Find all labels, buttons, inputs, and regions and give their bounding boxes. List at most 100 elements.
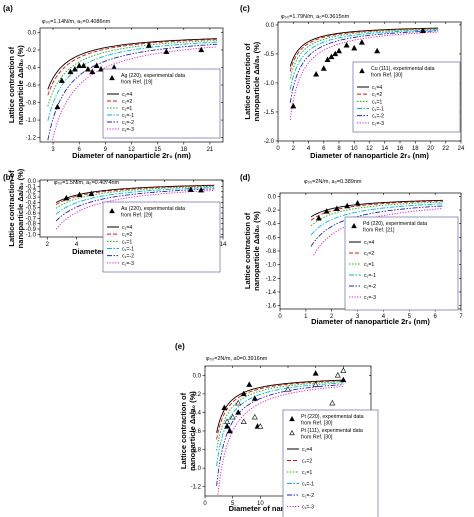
legend-box (102, 68, 221, 139)
x-tick-label: 12 (366, 146, 373, 152)
y-tick-label: -0.6 (191, 429, 202, 435)
legend-marker (289, 415, 295, 422)
series-line-3 (47, 41, 217, 121)
y-axis-label-line: Lattice contraction of (243, 43, 252, 120)
y-axis-label: Lattice contraction ofnanoparticle Δa/a₀… (243, 211, 261, 291)
x-tick-label: 6 (78, 147, 82, 153)
y-tick-label: -1.6 (266, 304, 277, 310)
y-axis-label-line: nanoparticle Δa/a₀ (%) (252, 211, 261, 291)
x-tick-label: 9 (104, 147, 108, 153)
y-tick-label: 0.0 (266, 23, 275, 29)
data-point-open (334, 372, 341, 378)
x-tick-label: 5 (231, 501, 235, 507)
y-axis-label-line: nanoparticle Δa/a₀ (%) (252, 41, 261, 121)
series-line-4 (216, 384, 344, 486)
legend-series-name: c₁=4 (122, 225, 132, 231)
y-tick-label: -1.2 (266, 276, 277, 282)
x-tick-label: 4 (75, 242, 79, 248)
data-point-filled (315, 215, 322, 221)
y-tick-label: -1.0 (266, 263, 277, 269)
series-line-4 (289, 30, 439, 103)
data-point-filled (333, 205, 340, 211)
panel-0: 3 6 9 12 15 18 21 0.0 -0.2 -0.4 -0.6 -0.8 -1.0 -1.2 Di… (3, 4, 224, 160)
legend-marker (289, 429, 295, 436)
legend-series-name: c₁=-3 (122, 127, 134, 133)
legend-box (282, 409, 379, 517)
series-line-1 (289, 27, 439, 72)
y-tick-label: -1.4 (266, 290, 277, 296)
parameter-label: φ₀₀=2N/m, a₀=0.389nm (304, 179, 362, 185)
parameter-label: φ₀₀=2N/m, a0=0.3916nm (206, 356, 268, 362)
data-point-filled (93, 62, 100, 68)
y-tick-label: -0.6 (26, 211, 37, 217)
panel-3: 0 1 2 3 4 5 6 7 0.0 -0.2 -0.4 -0.6 -0.8 -1.0 -1.2 -1.4 -… (240, 173, 463, 326)
data-point-filled (145, 42, 152, 48)
y-axis-label: Lattice contraction ofnanoparticle Δa/a₀… (7, 168, 25, 248)
x-tick-label: 3 (356, 314, 360, 320)
series-line-5 (217, 385, 344, 496)
panel-2: 24681012140.0-0.1-0.2-0.3-0.4-0.5-0.6-0.… (3, 168, 227, 273)
data-point-filled (344, 202, 351, 209)
parameter-label: φ₀₀=1.79N/m, a₀=0.3615nm (281, 14, 350, 20)
legend-marker (351, 222, 357, 229)
y-tick-label: -0.2 (26, 48, 37, 54)
y-tick-label: -0.8 (26, 101, 37, 107)
panel-label: (e) (175, 342, 185, 351)
legend-series-name: c₁=4 (364, 240, 374, 246)
legend-series-name: c₁=4 (302, 447, 312, 453)
x-tick-label: 0 (276, 146, 280, 152)
y-tick-label: 0.0 (28, 179, 37, 185)
data-point-filled (323, 208, 330, 214)
data-point-filled (187, 186, 194, 192)
data-point-open (235, 399, 242, 406)
y-axis-label: Lattice contraction ofnanoparticle Δa/a₀… (179, 391, 197, 471)
y-tick-label: -0.4 (26, 200, 37, 206)
legend-entry: from Ref. [21] (363, 228, 395, 234)
legend-series-name: c₁=4 (372, 85, 382, 91)
y-tick-label: -1.0 (264, 81, 275, 87)
y-axis-label-line: nanoparticle Δa/a₀ (%) (16, 168, 25, 248)
series-line-5 (289, 31, 439, 121)
legend-box (344, 216, 459, 311)
x-tick-label: 8 (337, 146, 341, 152)
data-point-open (251, 413, 258, 420)
parameter-label: φ₀₀=1.14N/m, a₀=0.4086nm (42, 19, 111, 25)
legend-box (102, 201, 221, 273)
y-tick-label: -0.6 (26, 83, 37, 89)
y-tick-label: -2.0 (264, 139, 275, 145)
data-point-filled (80, 62, 87, 68)
x-tick-label: 14 (381, 146, 388, 152)
legend-series-name: c₁=-3 (372, 121, 384, 127)
legend-series-name: c₁=2 (372, 92, 382, 98)
x-tick-label: 6 (322, 146, 326, 152)
series-line-1 (47, 38, 217, 96)
data-point-filled (98, 65, 104, 72)
x-tick-label: 0 (203, 501, 207, 507)
data-point-filled (54, 103, 61, 110)
data-point-open (340, 367, 347, 373)
series-line-3 (55, 187, 215, 215)
legend-series-name: c₁=-1 (364, 273, 376, 279)
y-tick-label: -1.0 (26, 118, 37, 124)
x-tick-label: 6 (433, 314, 437, 320)
data-point-filled (251, 395, 258, 401)
data-point-filled (76, 191, 83, 198)
data-point-filled (354, 200, 361, 206)
panel-label: (a) (3, 4, 13, 13)
data-point-filled (226, 427, 233, 434)
data-point-filled (235, 409, 242, 415)
legend-series-name: c₁=-3 (364, 295, 376, 301)
data-point-filled (88, 190, 95, 197)
y-axis-label: Lattice contraction ofnanoparticle Δa/a₀… (243, 41, 261, 121)
data-point-filled (198, 186, 205, 193)
legend-entry: from Ref. [29] (121, 213, 153, 219)
x-tick-label: 2 (292, 146, 296, 152)
x-tick-label: 10 (257, 501, 264, 507)
x-tick-label: 3 (51, 147, 55, 153)
series-line-2 (55, 185, 215, 209)
data-point-open (224, 418, 231, 424)
data-point-filled (336, 47, 342, 54)
data-point-filled (224, 423, 231, 429)
data-point-filled (324, 56, 331, 62)
series-line-2 (47, 40, 217, 107)
